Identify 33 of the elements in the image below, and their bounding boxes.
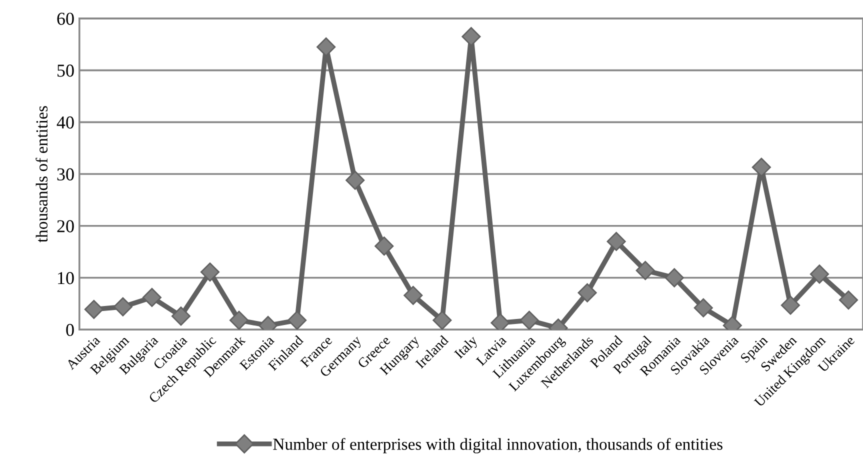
y-tick-label: 40	[56, 116, 74, 129]
point	[694, 298, 713, 318]
point	[84, 300, 104, 319]
point	[520, 310, 539, 330]
point	[838, 290, 858, 310]
point	[113, 297, 132, 316]
y-tick-label: 20	[57, 220, 74, 232]
y-tick-label: 60	[57, 12, 74, 25]
point	[200, 262, 220, 282]
point	[664, 268, 684, 288]
y-tick-label: 0	[66, 324, 74, 336]
point	[606, 232, 626, 251]
y-axis-title: thousands of entities	[36, 106, 48, 242]
point	[404, 286, 423, 305]
point	[288, 310, 307, 330]
y-tick-label: 50	[58, 64, 74, 77]
point	[810, 264, 829, 284]
point	[171, 306, 191, 326]
point	[374, 236, 394, 256]
point	[229, 310, 249, 330]
point	[636, 260, 655, 280]
point	[578, 283, 597, 302]
point	[432, 310, 452, 330]
point	[142, 288, 162, 307]
point	[462, 27, 481, 46]
point	[752, 158, 771, 177]
y-tick-label: 10	[58, 272, 74, 284]
point	[780, 296, 800, 315]
point	[346, 170, 365, 190]
point	[490, 313, 510, 330]
legend-label: Number of enterprises with digital innovation, thousands of entities	[273, 438, 722, 454]
point	[316, 37, 336, 56]
y-tick-label: 30	[57, 168, 74, 180]
